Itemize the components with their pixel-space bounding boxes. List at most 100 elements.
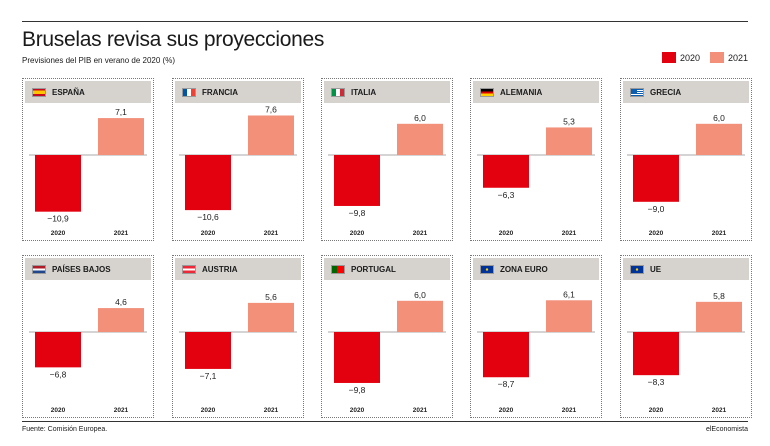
panel-header: ALEMANIA	[473, 81, 599, 103]
italy-flag-icon	[331, 87, 345, 97]
country-name: GRECIA	[650, 87, 682, 97]
eu-flag-icon	[480, 264, 494, 274]
category-label-2021: 2021	[114, 407, 129, 414]
bar-2021	[98, 308, 144, 332]
bar-2020	[185, 155, 231, 211]
panel-header: ITALIA	[324, 81, 450, 103]
bar-2020	[185, 332, 231, 369]
greece-flag-icon	[630, 87, 644, 97]
category-label-2020: 2020	[201, 407, 216, 414]
panel-espana: ESPAÑA −10,9 2020 7,1 2021	[22, 78, 154, 241]
category-label-2021: 2021	[264, 407, 279, 414]
panel-header: PAÍSES BAJOS	[25, 258, 151, 280]
category-label-2021: 2021	[712, 407, 727, 414]
country-name: FRANCIA	[202, 87, 238, 97]
category-label-2020: 2020	[499, 407, 514, 414]
country-name: UE	[650, 264, 662, 274]
data-label-2020: −6,3	[498, 190, 515, 200]
bar-2021	[397, 300, 443, 332]
panel-paises-bajos: PAÍSES BAJOS −6,8 2020 4,6 2021	[22, 255, 154, 418]
data-label-2020: −10,9	[47, 214, 69, 224]
panel-portugal: PORTUGAL −9,8 2020 6,0 2021	[321, 255, 453, 418]
legend: 2020 2021	[652, 52, 748, 63]
brand-logo: elEconomista	[705, 426, 748, 433]
data-label-2020: −9,8	[349, 208, 366, 218]
panel-ue: UE −8,3 2020 5,8 2021	[620, 255, 752, 418]
category-label-2020: 2020	[649, 407, 664, 414]
country-name: ESPAÑA	[52, 87, 85, 97]
country-name: AUSTRIA	[202, 264, 238, 274]
category-label-2020: 2020	[201, 230, 216, 237]
data-label-2021: 5,8	[713, 291, 725, 301]
country-name: ZONA EURO	[500, 264, 548, 274]
panel-header: FRANCIA	[175, 81, 301, 103]
eu-flag-icon	[630, 264, 644, 274]
bar-chart-alemania: −6,3 2020 5,3 2021	[477, 116, 595, 237]
bar-chart-espana: −10,9 2020 7,1 2021	[29, 107, 147, 237]
panel-header: PORTUGAL	[324, 258, 450, 280]
data-label-2020: −9,8	[349, 385, 366, 395]
netherlands-flag-icon	[32, 264, 46, 274]
panel-header: AUSTRIA	[175, 258, 301, 280]
data-label-2021: 6,0	[414, 113, 426, 123]
category-label-2021: 2021	[562, 230, 577, 237]
category-label-2020: 2020	[51, 407, 66, 414]
top-rule	[22, 21, 748, 22]
data-label-2021: 5,6	[265, 292, 277, 302]
category-label-2021: 2021	[712, 230, 727, 237]
bar-2021	[546, 127, 592, 155]
panel-zona-euro: ZONA EURO −8,7 2020 6,1 2021	[470, 255, 602, 418]
category-label-2020: 2020	[51, 230, 66, 237]
source-note: Fuente: Comisión Europea.	[22, 426, 108, 433]
country-name: ALEMANIA	[500, 87, 543, 97]
bar-2020	[334, 332, 380, 383]
legend-label-2020: 2020	[679, 52, 700, 63]
data-label-2021: 7,6	[265, 104, 277, 114]
bar-2020	[334, 155, 380, 206]
bar-chart-paises-bajos: −6,8 2020 4,6 2021	[29, 297, 147, 414]
panel-francia: FRANCIA −10,6 2020 7,6 2021	[172, 78, 304, 241]
bar-2021	[397, 123, 443, 155]
bar-chart-grecia: −9,0 2020 6,0 2021	[627, 113, 745, 237]
bar-2020	[35, 332, 81, 368]
bar-2020	[633, 155, 679, 202]
panel-austria: AUSTRIA −7,1 2020 5,6 2021	[172, 255, 304, 418]
data-label-2020: −10,6	[197, 212, 219, 222]
country-name: PORTUGAL	[351, 264, 396, 274]
data-label-2020: −8,7	[498, 379, 515, 389]
bar-chart-italia: −9,8 2020 6,0 2021	[328, 113, 446, 237]
data-label-2021: 4,6	[115, 297, 127, 307]
legend-item-2021: 2021	[709, 52, 748, 63]
panel-header: ESPAÑA	[25, 81, 151, 103]
bottom-rule	[22, 421, 748, 422]
legend-item-2020: 2020	[661, 52, 700, 63]
data-label-2021: 6,1	[563, 289, 575, 299]
data-label-2021: 6,0	[414, 290, 426, 300]
bar-2021	[248, 302, 294, 332]
panel-header: ZONA EURO	[473, 258, 599, 280]
spain-flag-icon	[32, 87, 46, 97]
category-label-2021: 2021	[114, 230, 129, 237]
bar-2020	[483, 332, 529, 378]
category-label-2020: 2020	[350, 407, 365, 414]
category-label-2020: 2020	[649, 230, 664, 237]
panel-grecia: GRECIA −9,0 2020 6,0 2021	[620, 78, 752, 241]
bar-2020	[483, 155, 529, 188]
bar-2021	[546, 300, 592, 332]
bar-chart-austria: −7,1 2020 5,6 2021	[179, 292, 297, 414]
austria-flag-icon	[182, 264, 196, 274]
portugal-flag-icon	[331, 264, 345, 274]
data-label-2020: −9,0	[648, 204, 665, 214]
bar-2020	[633, 332, 679, 376]
bar-2021	[248, 115, 294, 155]
legend-swatch-2021	[709, 52, 724, 63]
france-flag-icon	[182, 87, 196, 97]
chart-subtitle: Previsiones del PIB en verano de 2020 (%…	[22, 56, 175, 65]
bar-chart-zona-euro: −8,7 2020 6,1 2021	[477, 289, 595, 414]
panel-alemania: ALEMANIA −6,3 2020 5,3 2021	[470, 78, 602, 241]
panel-italia: ITALIA −9,8 2020 6,0 2021	[321, 78, 453, 241]
bar-2021	[696, 123, 742, 155]
category-label-2021: 2021	[562, 407, 577, 414]
panel-header: GRECIA	[623, 81, 749, 103]
category-label-2020: 2020	[350, 230, 365, 237]
